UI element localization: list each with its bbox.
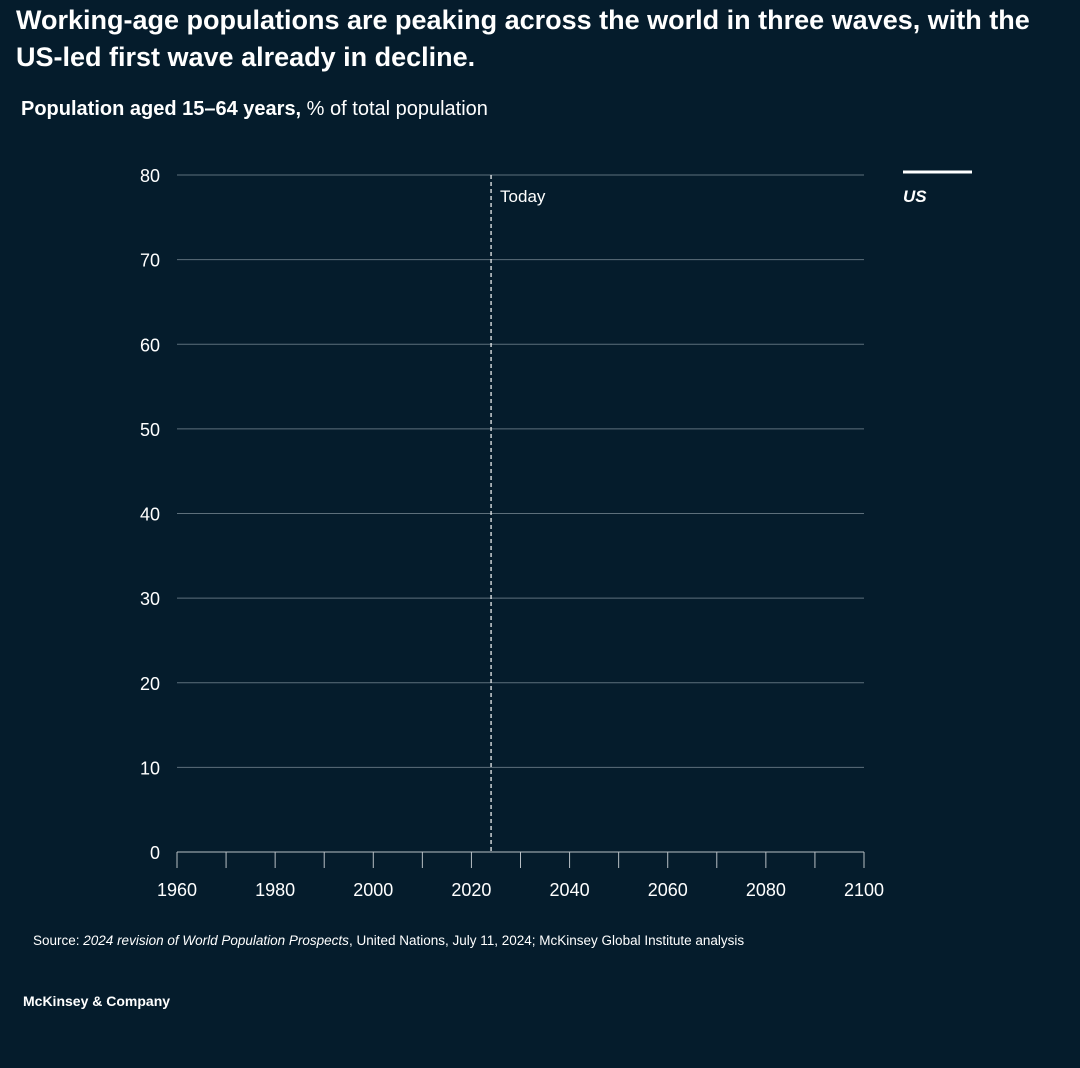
chart-subtitle: Population aged 15–64 years, % of total …	[21, 98, 488, 121]
x-tick-label-2000: 2000	[353, 880, 393, 900]
y-tick-label-20: 20	[140, 674, 160, 694]
x-tick-label-2080: 2080	[746, 880, 786, 900]
y-tick-label-50: 50	[140, 420, 160, 440]
source-rest: , United Nations, July 11, 2024; McKinse…	[348, 933, 745, 948]
subtitle-unit: % of total population	[301, 98, 488, 120]
brand-logo-text: McKinsey & Company	[23, 993, 171, 1009]
subtitle-bold: Population aged 15–64 years,	[21, 98, 302, 120]
y-tick-label-10: 10	[140, 758, 160, 778]
x-tick-label-1980: 1980	[255, 880, 295, 900]
y-tick-label-60: 60	[140, 335, 160, 355]
x-tick-label-2040: 2040	[550, 880, 590, 900]
x-tick-label-1960: 1960	[157, 880, 197, 900]
y-tick-label-40: 40	[140, 505, 160, 525]
y-tick-label-70: 70	[140, 251, 160, 271]
source-prefix: Source:	[33, 933, 84, 948]
y-tick-label-80: 80	[140, 166, 160, 186]
x-tick-label-2100: 2100	[844, 880, 884, 900]
source-title: 2024 revision of World Population Prospe…	[83, 933, 349, 948]
line-chart: 0 10 20 30 40 50 60 70 80 1960 1980 2000 2020 2040 206…	[140, 166, 972, 900]
x-tick-label-2060: 2060	[648, 880, 688, 900]
legend-label-us: US	[903, 187, 927, 206]
y-tick-label-0: 0	[150, 843, 160, 863]
source-note: Source: 2024 revision of World Populatio…	[33, 933, 744, 948]
today-marker-label: Today	[500, 187, 546, 206]
chart-title: Working-age populations are peaking acro…	[16, 5, 1030, 72]
y-tick-label-30: 30	[140, 589, 160, 609]
x-tick-label-2020: 2020	[451, 880, 491, 900]
